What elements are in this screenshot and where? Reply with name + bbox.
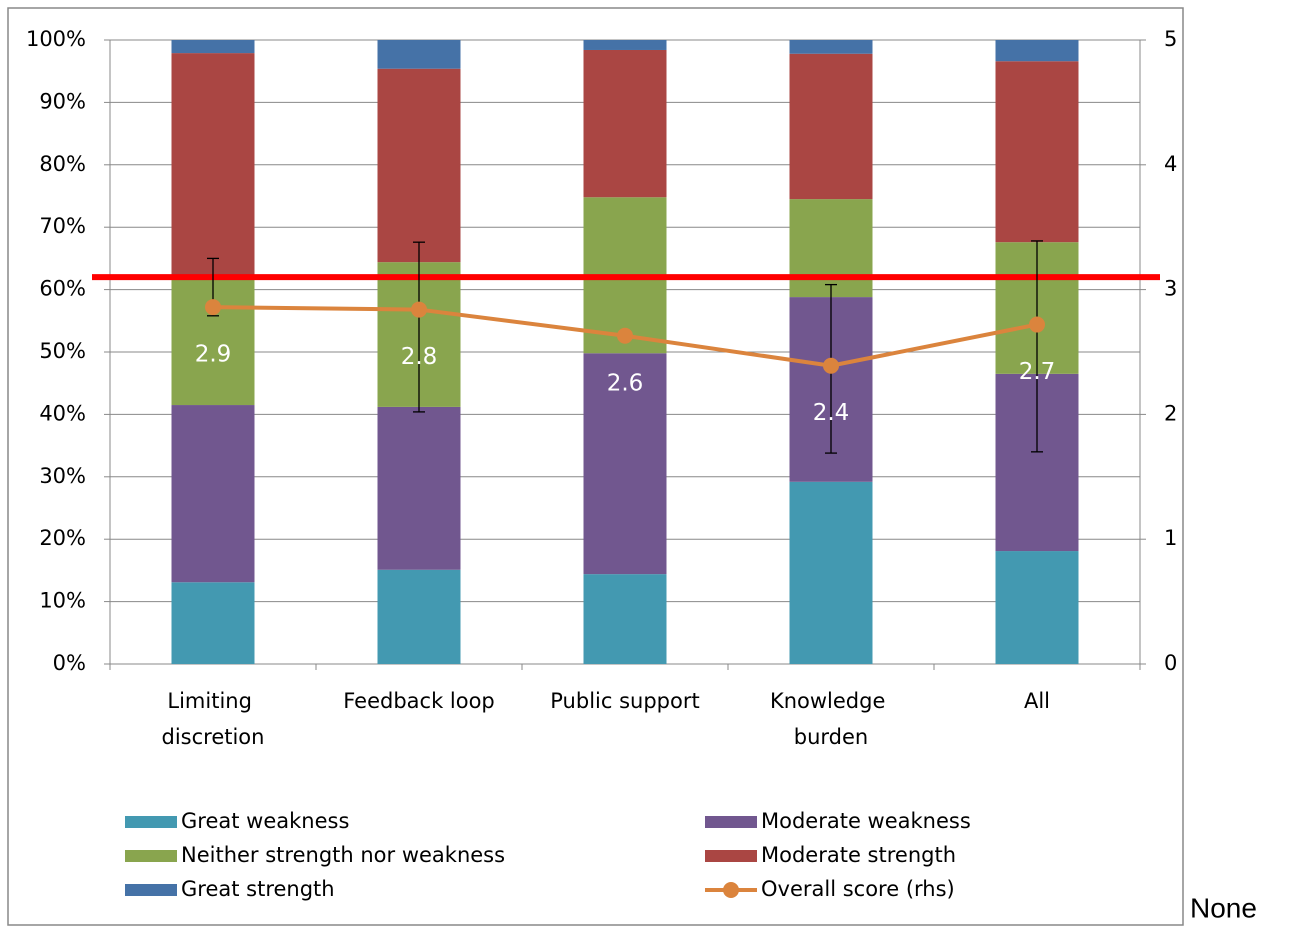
bar-segment bbox=[995, 551, 1079, 664]
legend-swatch bbox=[705, 850, 757, 862]
legend-label: Great weakness bbox=[181, 809, 349, 833]
data-label: 2.6 bbox=[607, 370, 644, 396]
bar-segment bbox=[583, 353, 667, 575]
legend-label: Moderate strength bbox=[761, 843, 956, 867]
data-label: 2.9 bbox=[195, 342, 232, 368]
bar-segment bbox=[583, 574, 667, 664]
legend-label: Moderate weakness bbox=[761, 809, 971, 833]
legend-swatch bbox=[125, 816, 177, 828]
y-tick-label: 20% bbox=[39, 526, 86, 550]
legend-swatch bbox=[125, 884, 177, 896]
y-tick-label: 10% bbox=[39, 589, 86, 613]
y2-tick-label: 5 bbox=[1164, 27, 1177, 51]
x-tick-label: Knowledge burden bbox=[770, 689, 892, 749]
bar-segment bbox=[583, 49, 667, 198]
x-tick-label: Limiting discretion bbox=[162, 689, 265, 749]
data-label: 2.8 bbox=[401, 344, 438, 370]
bar-segment bbox=[377, 406, 461, 570]
y-tick-label: 40% bbox=[39, 401, 86, 425]
bar-segment bbox=[377, 68, 461, 263]
bar-segment bbox=[377, 569, 461, 664]
bar-segment bbox=[171, 405, 255, 583]
y-tick-label: 50% bbox=[39, 339, 86, 363]
bar-segment bbox=[583, 40, 667, 50]
y-tick-label: 70% bbox=[39, 214, 86, 238]
bar-segment bbox=[171, 53, 255, 278]
y2-tick-label: 4 bbox=[1164, 152, 1177, 176]
y-tick-label: 80% bbox=[39, 152, 86, 176]
bar-segment bbox=[789, 199, 873, 298]
bar-segment bbox=[789, 40, 873, 54]
bar-segment bbox=[995, 61, 1079, 243]
line-point bbox=[617, 327, 633, 344]
y2-tick-label: 2 bbox=[1164, 401, 1177, 425]
y-tick-label: 30% bbox=[39, 464, 86, 488]
bar-segment bbox=[377, 40, 461, 69]
data-label: 2.7 bbox=[1019, 359, 1056, 385]
data-label: 2.4 bbox=[813, 400, 850, 426]
line-point bbox=[823, 357, 839, 374]
legend-marker bbox=[723, 882, 739, 898]
legend-swatch bbox=[705, 816, 757, 828]
y2-tick-label: 0 bbox=[1164, 651, 1177, 675]
x-tick-label: All bbox=[1024, 689, 1050, 713]
bar-segment bbox=[995, 40, 1079, 62]
footer-text: None bbox=[1190, 892, 1257, 923]
bar-segment bbox=[171, 582, 255, 664]
y2-tick-label: 1 bbox=[1164, 526, 1177, 550]
line-point bbox=[411, 301, 427, 318]
bar-segment bbox=[789, 53, 873, 200]
legend-swatch bbox=[125, 850, 177, 862]
bar-segment bbox=[171, 40, 255, 54]
line-point bbox=[1029, 316, 1045, 333]
legend-label: Great strength bbox=[181, 877, 335, 901]
x-tick-label: Public support bbox=[550, 689, 699, 713]
y-tick-label: 60% bbox=[39, 277, 86, 301]
y-tick-label: 90% bbox=[39, 89, 86, 113]
bar-segment bbox=[789, 481, 873, 664]
legend-label: Overall score (rhs) bbox=[761, 877, 955, 901]
legend-label: Neither strength nor weakness bbox=[181, 843, 505, 867]
y-tick-label: 0% bbox=[53, 651, 86, 675]
x-tick-label: Feedback loop bbox=[343, 689, 495, 713]
line-point bbox=[205, 299, 221, 316]
y2-tick-label: 3 bbox=[1164, 277, 1177, 301]
y-tick-label: 100% bbox=[26, 27, 86, 51]
